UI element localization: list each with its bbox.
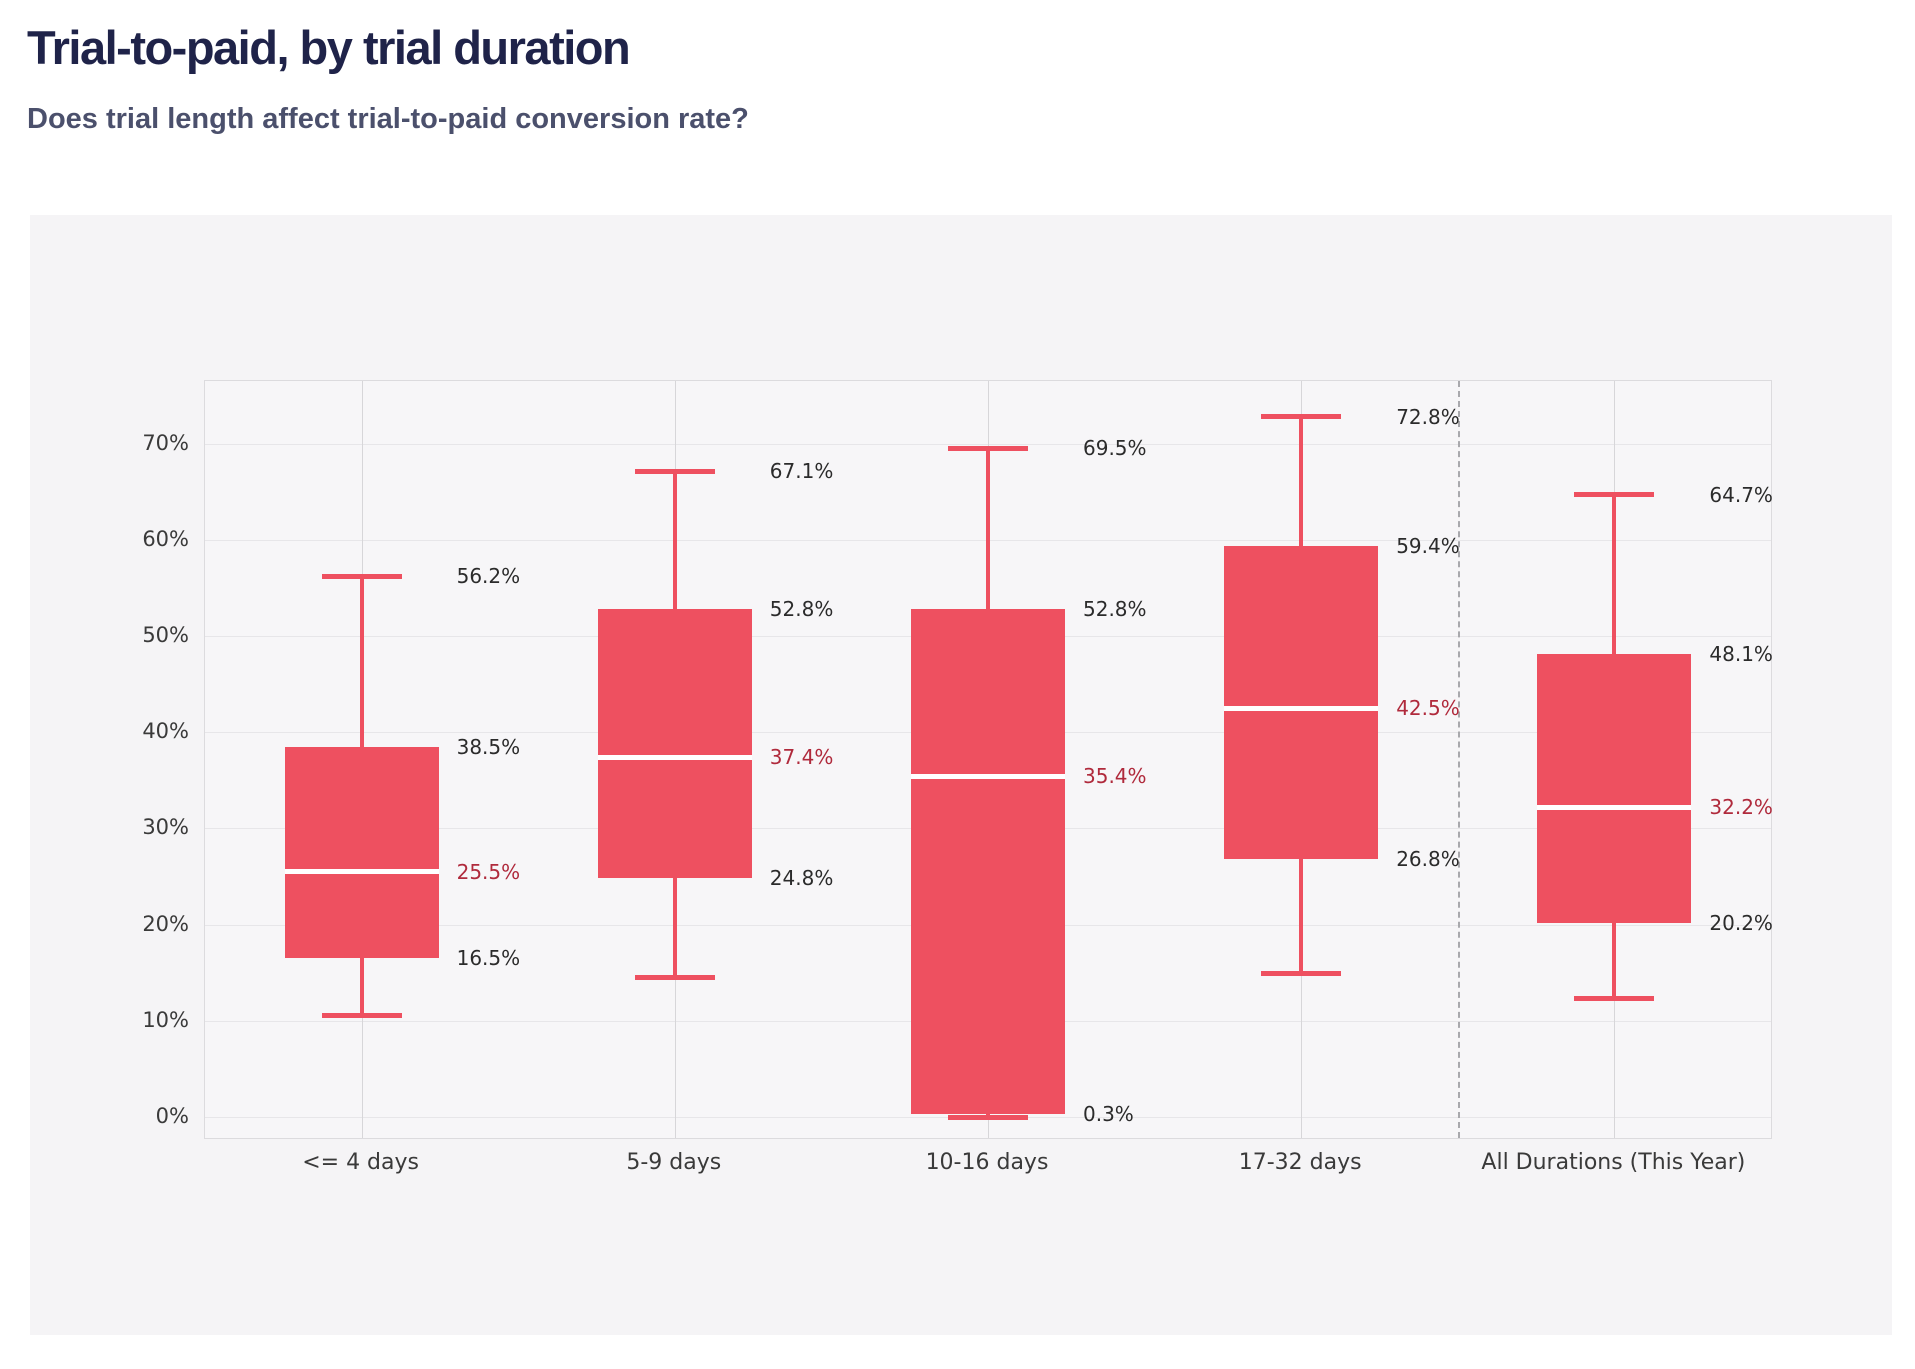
- high-value-label: 56.2%: [456, 564, 521, 589]
- upper-whisker-stem: [359, 576, 364, 747]
- iqr-box: [1224, 545, 1379, 860]
- x-axis-category-label: 10-16 days: [925, 1150, 1049, 1175]
- iqr-box: [911, 609, 1065, 1115]
- lower-whisker-cap: [1574, 996, 1655, 1002]
- median-value-label: 25.5%: [456, 859, 521, 884]
- high-value-label: 72.8%: [1396, 404, 1460, 429]
- upper-whisker-cap: [948, 445, 1028, 451]
- y-axis-tick-label: 40%: [142, 719, 189, 744]
- lower-whisker-stem: [1299, 859, 1304, 974]
- y-axis-tick-label: 60%: [142, 526, 189, 551]
- q1-value-label: 0.3%: [1083, 1102, 1134, 1127]
- q3-value-label: 52.8%: [769, 597, 834, 622]
- median-value-label: 32.2%: [1709, 795, 1773, 820]
- q1-value-label: 26.8%: [1396, 847, 1460, 872]
- y-axis-tick-label: 0%: [155, 1104, 189, 1128]
- iqr-box: [597, 609, 752, 879]
- current-period-separator-line: [1457, 381, 1460, 1138]
- lower-whisker-cap: [634, 975, 715, 980]
- lower-whisker-stem: [672, 878, 677, 978]
- lower-whisker-cap: [321, 1012, 402, 1018]
- lower-whisker-cap: [948, 1114, 1028, 1120]
- upper-whisker-cap: [1261, 414, 1342, 420]
- median-line: [911, 773, 1065, 779]
- q3-value-label: 48.1%: [1709, 642, 1773, 667]
- page-title: Trial-to-paid, by trial duration: [27, 21, 631, 74]
- median-value-label: 37.4%: [769, 745, 834, 770]
- median-value-label: 42.5%: [1396, 696, 1460, 721]
- high-value-label: 69.5%: [1083, 436, 1147, 461]
- q3-value-label: 52.8%: [1083, 597, 1147, 622]
- q3-value-label: 59.4%: [1396, 533, 1460, 558]
- x-axis-category-label: All Durations (This Year): [1481, 1150, 1746, 1175]
- x-axis-category-label: 17-32 days: [1238, 1150, 1362, 1175]
- q1-value-label: 24.8%: [769, 866, 834, 891]
- upper-whisker-stem: [1299, 416, 1304, 546]
- y-axis-tick-label: 30%: [142, 815, 189, 840]
- chart-card: 56.2% 38.5% 25.5% 16.5% 67.1% 52.8% 37.4% 24.8%…: [30, 215, 1892, 1335]
- median-line: [1224, 705, 1379, 711]
- upper-whisker-cap: [1574, 492, 1655, 498]
- boxplot-chart: 56.2% 38.5% 25.5% 16.5% 67.1% 52.8% 37.4% 24.8%…: [204, 380, 1773, 1139]
- lower-whisker-stem: [1612, 922, 1617, 999]
- high-value-label: 64.7%: [1709, 482, 1773, 507]
- median-line: [1537, 804, 1692, 810]
- y-axis-tick-label: 50%: [142, 623, 189, 647]
- page-subtitle: Does trial length affect trial-to-paid c…: [27, 103, 749, 135]
- upper-whisker-stem: [1612, 494, 1617, 655]
- iqr-box: [1537, 654, 1692, 923]
- upper-whisker-stem: [986, 448, 990, 610]
- x-axis-category-label: <= 4 days: [302, 1150, 419, 1175]
- lower-whisker-cap: [1261, 971, 1342, 977]
- lower-whisker-stem: [359, 958, 364, 1016]
- high-value-label: 67.1%: [769, 459, 834, 484]
- iqr-box: [284, 746, 439, 959]
- median-value-label: 35.4%: [1083, 764, 1147, 789]
- upper-whisker-stem: [672, 471, 677, 610]
- x-axis-category-label: 5-9 days: [626, 1150, 722, 1175]
- median-line: [284, 869, 439, 875]
- upper-whisker-cap: [321, 573, 402, 579]
- q1-value-label: 20.2%: [1709, 910, 1773, 935]
- q3-value-label: 38.5%: [456, 734, 521, 759]
- upper-whisker-cap: [634, 468, 715, 474]
- median-line: [597, 754, 752, 760]
- y-axis-tick-label: 20%: [142, 911, 189, 936]
- y-axis-tick-label: 70%: [142, 430, 189, 455]
- y-axis-tick-label: 10%: [142, 1007, 189, 1032]
- q1-value-label: 16.5%: [456, 946, 521, 971]
